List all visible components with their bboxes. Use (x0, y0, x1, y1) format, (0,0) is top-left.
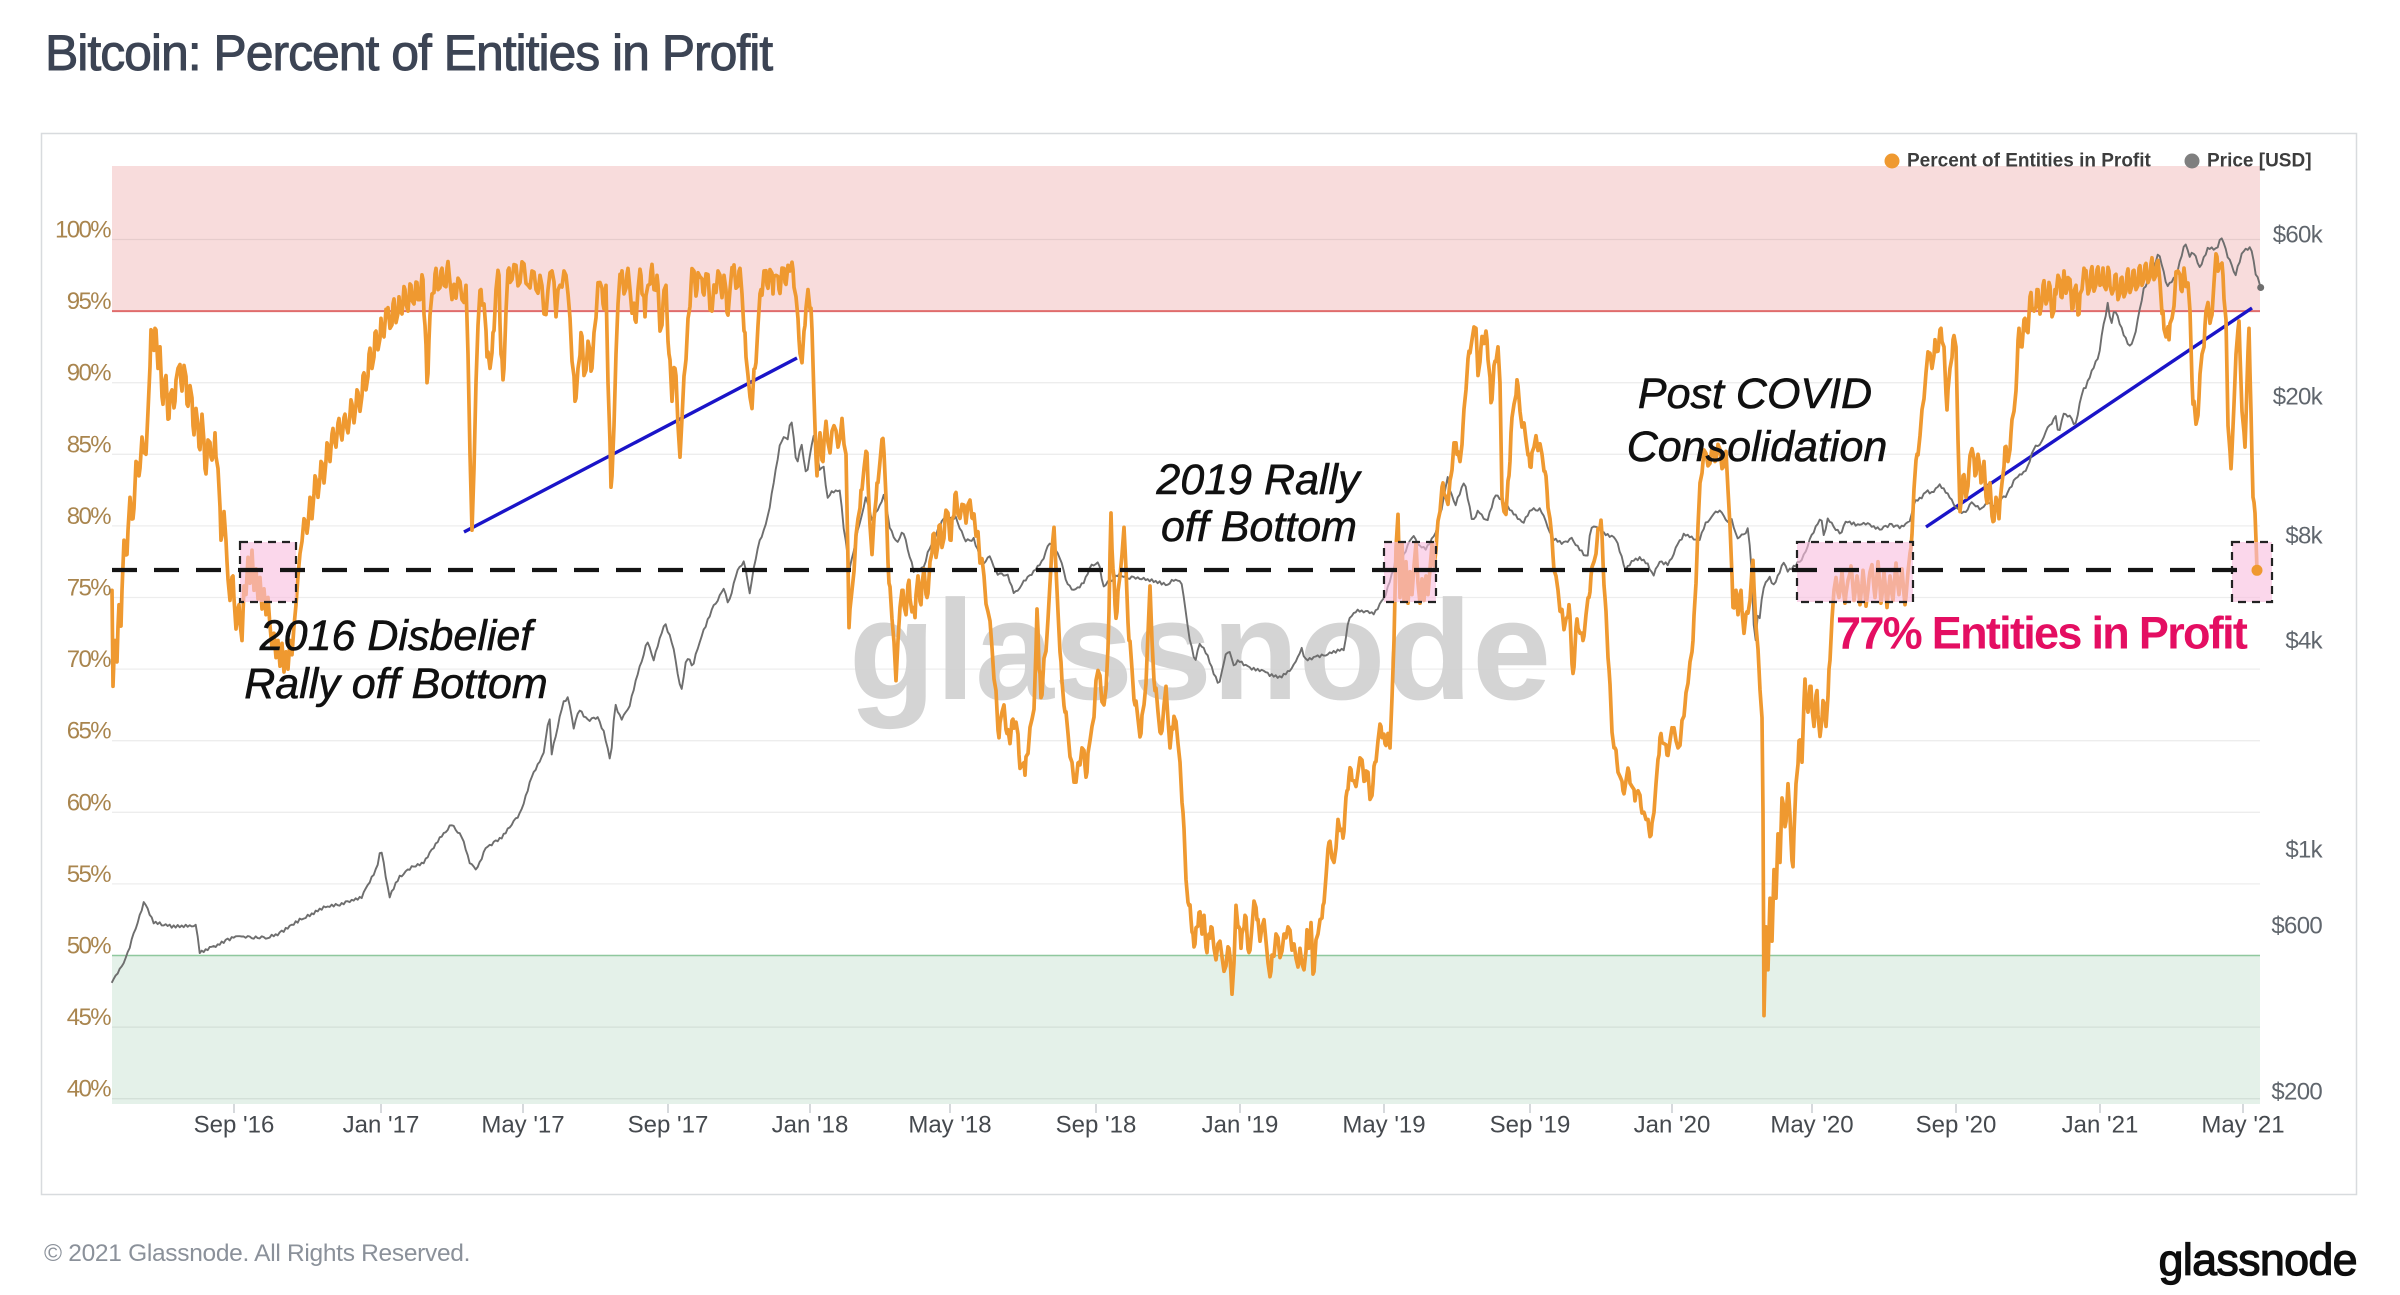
svg-text:Rally off Bottom: Rally off Bottom (244, 660, 548, 708)
svg-text:Sep '18: Sep '18 (1056, 1112, 1137, 1139)
svg-text:© 2021 Glassnode. All Rights R: © 2021 Glassnode. All Rights Reserved. (44, 1240, 470, 1267)
svg-text:77% Entities in Profit: 77% Entities in Profit (1836, 608, 2248, 659)
svg-text:60%: 60% (67, 789, 111, 816)
svg-text:Jan '20: Jan '20 (1634, 1112, 1711, 1139)
svg-text:$4k: $4k (2285, 628, 2323, 655)
svg-text:$8k: $8k (2285, 523, 2323, 550)
svg-text:70%: 70% (67, 646, 111, 673)
svg-text:Bitcoin: Percent of Entities i: Bitcoin: Percent of Entities in Profit (45, 25, 773, 81)
svg-text:Consolidation: Consolidation (1627, 423, 1888, 471)
svg-text:glassnode: glassnode (2159, 1236, 2357, 1285)
svg-text:Jan '17: Jan '17 (343, 1112, 420, 1139)
svg-text:40%: 40% (67, 1076, 111, 1103)
svg-text:90%: 90% (67, 360, 111, 387)
svg-text:Sep '19: Sep '19 (1490, 1112, 1571, 1139)
svg-text:May '18: May '18 (908, 1112, 991, 1139)
svg-text:Sep '20: Sep '20 (1916, 1112, 1997, 1139)
svg-text:85%: 85% (67, 431, 111, 458)
svg-text:Post COVID: Post COVID (1638, 370, 1872, 418)
svg-text:Sep '17: Sep '17 (628, 1112, 709, 1139)
svg-text:Price [USD]: Price [USD] (2207, 151, 2312, 172)
svg-text:May '17: May '17 (481, 1112, 564, 1139)
svg-text:55%: 55% (67, 861, 111, 888)
svg-text:100%: 100% (55, 217, 111, 244)
svg-text:May '20: May '20 (1770, 1112, 1853, 1139)
svg-text:$1k: $1k (2285, 837, 2323, 864)
svg-text:50%: 50% (67, 933, 111, 960)
svg-text:$600: $600 (2271, 913, 2322, 940)
svg-text:Jan '19: Jan '19 (1202, 1112, 1279, 1139)
svg-text:Jan '21: Jan '21 (2062, 1112, 2139, 1139)
svg-text:glassnode: glassnode (849, 571, 1551, 730)
svg-text:2016 Disbelief: 2016 Disbelief (259, 612, 537, 660)
svg-text:May '19: May '19 (1342, 1112, 1425, 1139)
svg-text:May '21: May '21 (2201, 1112, 2284, 1139)
svg-text:$20k: $20k (2273, 384, 2324, 411)
svg-text:80%: 80% (67, 503, 111, 530)
svg-text:Jan '18: Jan '18 (772, 1112, 849, 1139)
svg-text:$200: $200 (2271, 1079, 2322, 1106)
svg-text:2019 Rally: 2019 Rally (1155, 456, 1362, 504)
svg-text:$60k: $60k (2273, 222, 2324, 249)
svg-text:off Bottom: off Bottom (1161, 503, 1357, 551)
svg-text:95%: 95% (67, 288, 111, 315)
svg-text:75%: 75% (67, 575, 111, 602)
svg-text:Percent of Entities in Profit: Percent of Entities in Profit (1907, 151, 2152, 172)
svg-text:Sep '16: Sep '16 (194, 1112, 275, 1139)
svg-text:45%: 45% (67, 1004, 111, 1031)
svg-text:65%: 65% (67, 718, 111, 745)
